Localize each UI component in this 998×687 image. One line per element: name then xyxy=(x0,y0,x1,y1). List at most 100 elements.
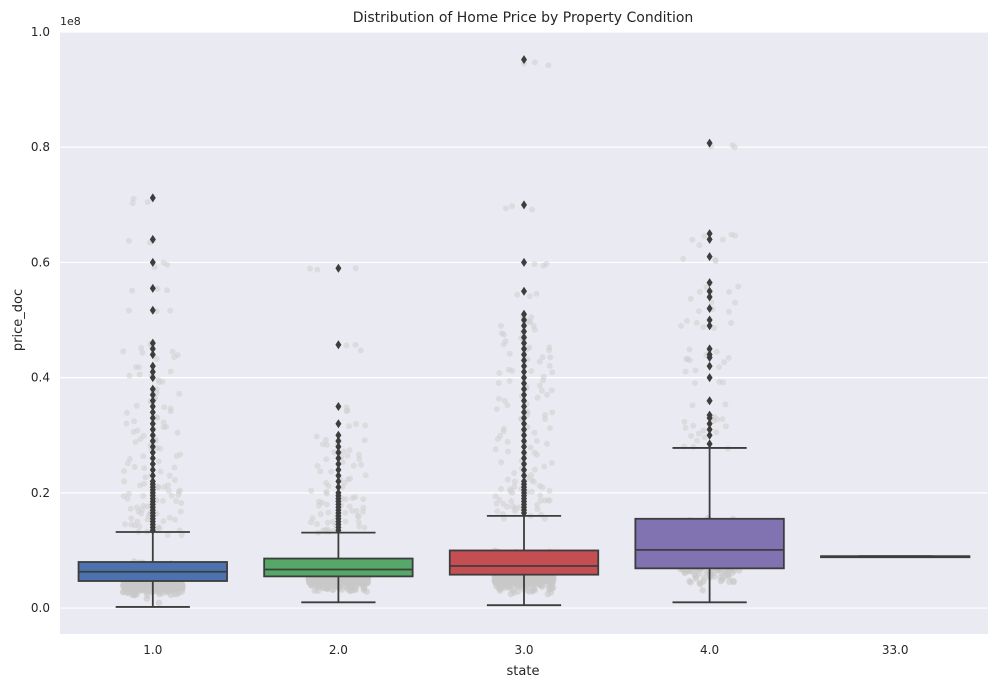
strip-point xyxy=(514,291,521,298)
strip-point xyxy=(343,584,351,591)
strip-point xyxy=(536,482,543,489)
strip-point xyxy=(538,582,546,589)
outlier-marker xyxy=(149,407,156,417)
x-axis-label: state xyxy=(507,664,540,679)
strip-point xyxy=(352,420,359,427)
strip-point xyxy=(498,322,505,329)
strip-point xyxy=(164,261,171,268)
strip-point xyxy=(689,402,696,409)
strip-point xyxy=(313,433,320,440)
strip-point xyxy=(503,577,510,584)
strip-point xyxy=(680,255,687,262)
strip-point xyxy=(141,465,148,472)
outlier-marker xyxy=(521,286,527,296)
outlier-marker xyxy=(149,367,156,377)
strip-point xyxy=(735,283,742,290)
strip-point xyxy=(531,326,538,333)
strip-point xyxy=(339,579,347,586)
strip-point xyxy=(719,236,726,243)
strip-point xyxy=(548,459,555,466)
strip-point xyxy=(713,348,720,355)
strip-point xyxy=(692,367,699,374)
strip-point xyxy=(340,448,347,455)
outlier-marker xyxy=(521,407,527,417)
outlier-marker xyxy=(149,476,156,486)
strip-point xyxy=(536,382,543,389)
strip-point xyxy=(164,482,171,489)
strip-point xyxy=(160,518,167,525)
strip-point xyxy=(493,406,500,413)
strip-point xyxy=(171,585,179,592)
outlier-marker xyxy=(706,252,713,262)
strip-point xyxy=(318,581,325,589)
strip-point xyxy=(176,589,183,596)
strip-point xyxy=(346,447,353,454)
box xyxy=(263,557,414,578)
outlier-marker xyxy=(149,459,156,469)
strip-point xyxy=(687,568,694,575)
strip-point xyxy=(128,515,135,522)
outlier-marker xyxy=(149,338,156,348)
strip-point xyxy=(516,583,523,590)
strip-point xyxy=(691,571,699,579)
strip-point xyxy=(120,348,127,355)
strip-point xyxy=(309,515,316,522)
outlier-marker xyxy=(335,263,342,273)
strip-point xyxy=(168,492,175,499)
strip-point xyxy=(726,288,733,295)
strip-point xyxy=(700,574,708,582)
strip-point xyxy=(528,477,535,484)
strip-point xyxy=(172,477,179,484)
strip-point xyxy=(710,324,717,331)
strip-point xyxy=(711,414,718,421)
strip-point xyxy=(498,459,505,466)
strip-point xyxy=(352,493,359,500)
outlier-marker xyxy=(149,413,156,423)
outlier-marker xyxy=(706,138,713,148)
strip-point xyxy=(313,521,320,528)
outlier-marker xyxy=(521,459,527,469)
boxplot-3.0 xyxy=(448,55,600,607)
strip-point xyxy=(167,405,174,412)
strip-point xyxy=(178,532,185,539)
strip-point xyxy=(126,583,133,591)
outlier-marker xyxy=(521,361,527,371)
strip-point xyxy=(317,511,324,518)
strip-point xyxy=(122,521,129,528)
strip-point xyxy=(345,423,352,430)
strip-point xyxy=(678,322,685,329)
outlier-marker xyxy=(521,384,527,394)
outlier-marker xyxy=(149,396,156,406)
strip-point xyxy=(719,416,726,423)
strip-point xyxy=(323,488,330,495)
outlier-marker xyxy=(521,344,527,354)
strip-point xyxy=(694,437,701,444)
strip-point xyxy=(315,498,322,505)
strip-point xyxy=(166,472,173,479)
strip-point xyxy=(534,506,541,513)
strip-point xyxy=(131,418,138,425)
strip-point xyxy=(699,587,706,594)
strip-point xyxy=(342,509,349,516)
strip-point xyxy=(129,287,136,294)
strip-point xyxy=(120,467,127,474)
strip-point xyxy=(345,476,352,483)
strip-point xyxy=(324,519,331,526)
y-axis-label: price_doc xyxy=(11,289,26,351)
strip-point xyxy=(164,532,171,539)
strip-point xyxy=(360,496,367,503)
strip-point xyxy=(544,440,551,447)
strip-point xyxy=(126,372,133,379)
outlier-marker xyxy=(706,419,713,429)
outlier-marker xyxy=(149,305,156,315)
strip-point xyxy=(358,461,365,468)
strip-point xyxy=(133,402,140,409)
strip-point xyxy=(509,203,516,210)
strip-point xyxy=(138,344,145,351)
outlier-marker xyxy=(521,390,527,400)
strip-point xyxy=(125,307,132,314)
strip-point xyxy=(134,427,141,434)
outlier-marker xyxy=(335,448,342,458)
strip-point xyxy=(133,504,140,511)
outlier-marker xyxy=(521,327,527,337)
